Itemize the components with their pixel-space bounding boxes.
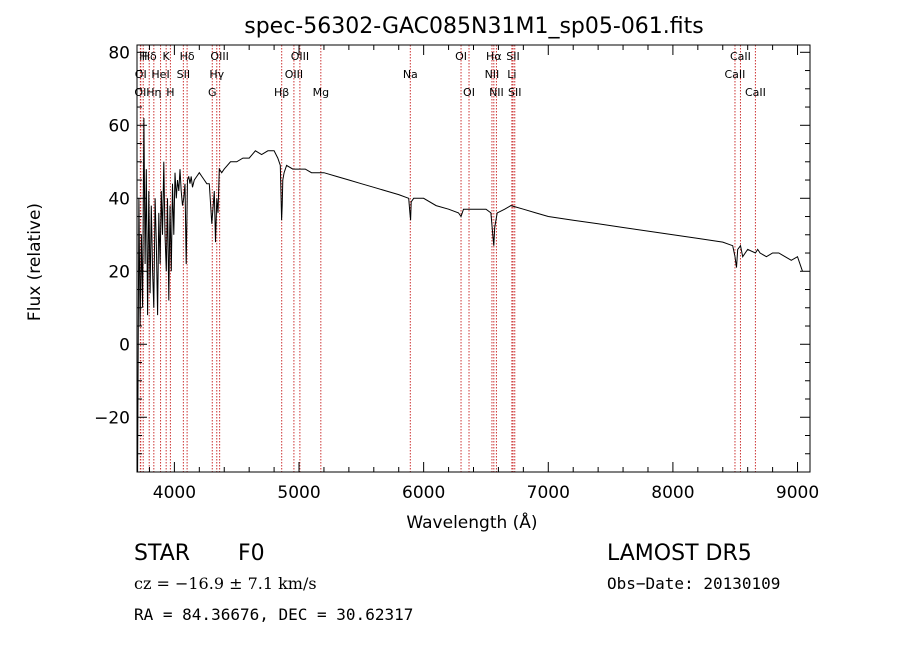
spectral-line-label: Li	[507, 68, 516, 81]
spectral-line-label: Hα	[486, 50, 502, 63]
spectral-line-label: SII	[177, 68, 190, 81]
y-axis-label: Flux (relative)	[25, 203, 45, 321]
object-class: STAR	[134, 541, 191, 566]
spectral-line-label: Hγ	[209, 68, 224, 81]
y-tick-label: 40	[108, 189, 130, 209]
y-tick-label: 60	[108, 116, 130, 136]
x-tick-label: 6000	[402, 483, 445, 503]
x-tick-label: 5000	[277, 483, 320, 503]
redshift-cz: cz = −16.9 ± 7.1 km/s	[134, 574, 317, 593]
spectral-line-label: Na	[403, 68, 418, 81]
object-subclass: F0	[238, 541, 265, 566]
spectral-line-label: K	[163, 50, 171, 63]
chart-title: spec-56302-GAC085N31M1_sp05-061.fits	[244, 14, 704, 39]
spectrum-series-line	[137, 117, 803, 473]
x-axis: 4000 5000 6000 7000 8000 9000	[148, 45, 819, 503]
x-axis-label: Wavelength (Å)	[406, 511, 537, 533]
spectral-line-label: NII	[489, 86, 504, 99]
observation-date: Obs−Date: 20130109	[607, 574, 781, 593]
spectral-line-label: OI	[455, 50, 467, 63]
survey-name: LAMOST DR5	[607, 541, 752, 566]
spectral-line-label: NII	[485, 68, 500, 81]
y-tick-label: −20	[94, 408, 130, 428]
spectral-line-label: CaII	[725, 68, 746, 81]
spectral-line-label: Hη	[146, 86, 161, 99]
spectral-line-label: OIII	[291, 50, 309, 63]
x-tick-label: 9000	[776, 483, 819, 503]
x-tick-label: 8000	[651, 483, 694, 503]
spectral-line-label: Hβ	[274, 86, 289, 99]
spectral-line-label: HeI	[151, 68, 169, 81]
spectral-line-label: OIII	[285, 68, 303, 81]
spectral-line-label: H	[139, 50, 147, 63]
spectral-line-label: Mg	[313, 86, 329, 99]
y-axis: −20 0 20 40 60 80	[94, 43, 810, 455]
spectral-line-label: SII	[508, 86, 521, 99]
spectral-line-label: OI	[134, 86, 146, 99]
spectral-line-label: OIII	[210, 50, 228, 63]
line-markers	[139, 45, 756, 472]
spectral-line-label: CaII	[745, 86, 766, 99]
spectral-line-label: G	[208, 86, 217, 99]
spectral-line-label: OI	[135, 68, 147, 81]
spectral-line-label: Hδ	[142, 50, 157, 63]
spectral-line-label: Hδ	[180, 50, 195, 63]
spectral-line-label: CaII	[730, 50, 751, 63]
spectral-line-label: OI	[463, 86, 475, 99]
x-tick-label: 7000	[527, 483, 570, 503]
y-tick-label: 0	[119, 335, 130, 355]
spectral-line-label: SII	[506, 50, 519, 63]
spectral-line-label: H	[166, 86, 174, 99]
y-tick-label: 20	[108, 262, 130, 282]
plot-frame	[136, 44, 811, 473]
x-tick-label: 4000	[153, 483, 196, 503]
y-tick-label: 80	[108, 43, 130, 63]
ra-dec-coordinates: RA = 84.36676, DEC = 30.62317	[134, 605, 414, 624]
